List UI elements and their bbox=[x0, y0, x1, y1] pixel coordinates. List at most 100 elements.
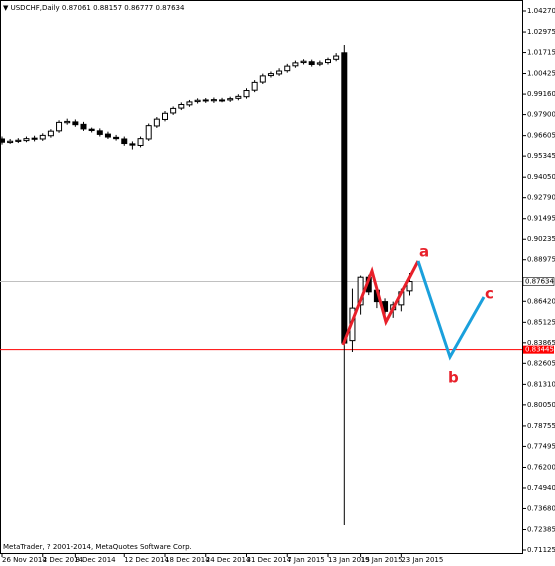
candle-body bbox=[153, 118, 160, 127]
level-label-box bbox=[523, 345, 554, 354]
x-tick-label: 13 Jan 2015 bbox=[328, 556, 370, 564]
y-tick-label: 1.02975 bbox=[527, 28, 555, 36]
wave-label: b bbox=[448, 369, 459, 387]
y-tick-label: 0.95345 bbox=[527, 152, 555, 160]
y-tick-label: 0.97900 bbox=[527, 111, 555, 119]
y-tick-label: 0.72385 bbox=[527, 526, 555, 534]
candle-body bbox=[162, 112, 168, 120]
x-tick-label: 8 Dec 2014 bbox=[75, 556, 116, 564]
candle-body bbox=[113, 136, 120, 140]
candle-body bbox=[186, 101, 193, 106]
y-tick-label: 0.77495 bbox=[527, 442, 555, 450]
candle-body bbox=[80, 123, 87, 130]
y-tick-label: 0.92790 bbox=[527, 194, 555, 202]
candle-body bbox=[137, 138, 144, 146]
bid-label: 0.87634 bbox=[525, 278, 554, 286]
candle-body bbox=[178, 104, 185, 109]
candle-body bbox=[251, 81, 258, 91]
symbol-title: USDCHF,Daily bbox=[11, 4, 60, 12]
header-open: 0.87061 bbox=[62, 4, 91, 12]
x-tick-label: 26 Nov 2014 bbox=[2, 556, 47, 564]
candle-body bbox=[88, 128, 95, 132]
x-tick-label: 31 Dec 2014 bbox=[247, 556, 292, 564]
x-tick-label: 23 Jan 2015 bbox=[401, 556, 443, 564]
plot-frame bbox=[0, 0, 523, 554]
y-tick-label: 0.74940 bbox=[527, 484, 555, 492]
header-close: 0.87634 bbox=[155, 4, 184, 12]
candle-body bbox=[235, 95, 242, 99]
wave-red bbox=[341, 260, 420, 346]
y-tick-label: 0.90235 bbox=[527, 235, 555, 243]
wave-label: a bbox=[419, 243, 429, 261]
candle-body bbox=[72, 121, 79, 126]
candle-body bbox=[64, 120, 71, 124]
y-tick-label: 0.83865 bbox=[527, 339, 555, 347]
candle-body bbox=[96, 130, 103, 135]
candle-body bbox=[31, 137, 38, 140]
x-tick-label: 24 Dec 2014 bbox=[206, 556, 251, 564]
candle-body bbox=[47, 130, 54, 137]
candle-body bbox=[316, 62, 323, 65]
candle-body bbox=[243, 90, 250, 98]
y-tick-label: 0.88975 bbox=[527, 256, 555, 264]
wave-label: c bbox=[485, 285, 494, 303]
candle-body bbox=[129, 143, 136, 146]
candle-body bbox=[121, 138, 128, 145]
candle-body bbox=[23, 138, 30, 142]
y-tick-label: 0.86420 bbox=[527, 297, 555, 305]
y-tick-label: 0.78755 bbox=[527, 422, 555, 430]
y-tick-label: 0.85125 bbox=[527, 318, 555, 326]
header-low: 0.86777 bbox=[124, 4, 153, 12]
candle-body bbox=[333, 55, 340, 60]
y-tick-label: 0.80050 bbox=[527, 401, 555, 409]
y-tick-label: 0.96605 bbox=[527, 132, 555, 140]
candle-body bbox=[300, 60, 307, 64]
candle-body bbox=[170, 107, 177, 114]
y-tick-label: 0.81310 bbox=[527, 380, 555, 388]
candle-body bbox=[194, 99, 201, 103]
candle-body bbox=[210, 99, 217, 102]
candle-body bbox=[325, 59, 331, 64]
chart-header: ▼ USDCHF,Daily 0.87061 0.88157 0.86777 0… bbox=[3, 4, 185, 12]
x-tick-label: 18 Dec 2014 bbox=[165, 556, 210, 564]
candle-body bbox=[276, 70, 283, 75]
candle-body bbox=[308, 61, 315, 65]
y-tick-label: 0.94050 bbox=[527, 173, 555, 181]
candle-body bbox=[39, 134, 46, 140]
bid-label-box bbox=[522, 277, 555, 286]
copyright: MetaTrader, ? 2001-2014, MetaQuotes Soft… bbox=[3, 543, 192, 551]
y-tick-label: 0.99160 bbox=[527, 90, 555, 98]
candle-body bbox=[227, 98, 234, 101]
candle-body bbox=[56, 121, 63, 132]
x-tick-label: 19 Jan 2015 bbox=[361, 556, 403, 564]
candle-body bbox=[341, 52, 348, 344]
y-tick-label: 0.76200 bbox=[527, 463, 555, 471]
y-tick-label: 0.73680 bbox=[527, 504, 555, 512]
candle-body bbox=[284, 65, 291, 72]
candle-body bbox=[202, 99, 209, 102]
candle-body bbox=[15, 139, 22, 142]
y-tick-label: 0.82605 bbox=[527, 359, 555, 367]
candle-body bbox=[267, 73, 274, 77]
candle-body bbox=[7, 140, 14, 144]
x-tick-label: 12 Dec 2014 bbox=[124, 556, 169, 564]
candle-body bbox=[145, 125, 152, 140]
y-tick-label: 1.00425 bbox=[527, 70, 555, 78]
y-tick-label: 1.01715 bbox=[527, 49, 555, 57]
y-tick-label: 1.04270 bbox=[527, 7, 555, 15]
y-tick-label: 0.91495 bbox=[527, 215, 555, 223]
header-high: 0.88157 bbox=[93, 4, 122, 12]
x-tick-label: 2 Dec 2014 bbox=[43, 556, 84, 564]
candle-body bbox=[292, 62, 299, 67]
candle-body bbox=[219, 99, 226, 102]
y-tick-label: 0.71125 bbox=[527, 546, 555, 554]
candle-body bbox=[0, 138, 5, 143]
candle-body bbox=[259, 75, 266, 83]
level-label: 0.83445 bbox=[525, 346, 554, 354]
candle-body bbox=[406, 281, 413, 292]
x-tick-label: 7 Jan 2015 bbox=[287, 556, 325, 564]
candle-body bbox=[104, 133, 111, 138]
wave-blue bbox=[416, 260, 486, 361]
